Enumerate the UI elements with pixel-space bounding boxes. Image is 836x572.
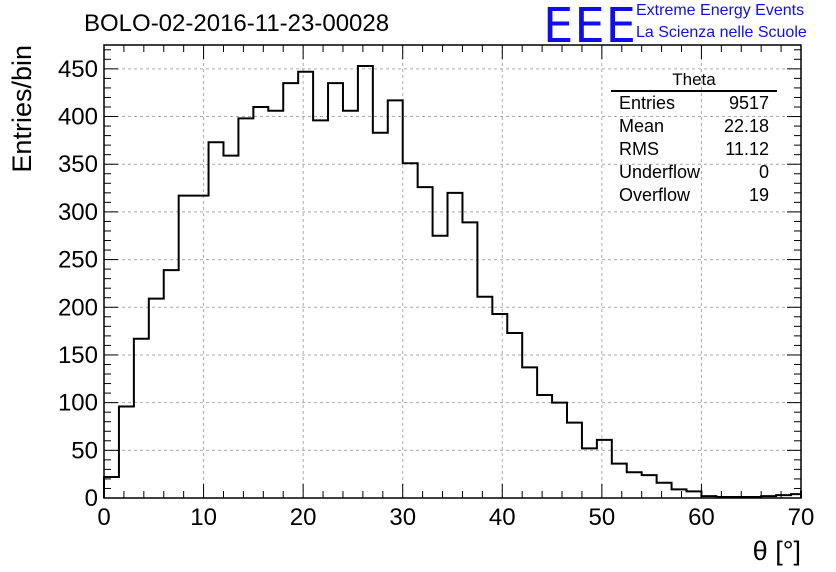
stats-value: 22.18 <box>723 116 769 136</box>
x-tick-label: 70 <box>788 504 815 531</box>
x-tick-label: 0 <box>97 504 110 531</box>
x-tick-label: 20 <box>290 504 317 531</box>
x-tick-label: 60 <box>688 504 715 531</box>
stats-label: Underflow <box>619 162 701 182</box>
stats-value: 9517 <box>728 93 769 113</box>
stats-row-entries: Entries 9517 <box>611 92 777 115</box>
histogram-series <box>103 64 802 499</box>
run-title: BOLO-02-2016-11-23-00028 <box>84 10 390 37</box>
stats-box: Theta Entries 9517 Mean 22.18 RMS 11.12 … <box>611 70 777 207</box>
stats-row-overflow: Overflow 19 <box>611 184 777 207</box>
logo-line-1: Extreme Energy Events <box>636 2 805 19</box>
logo-line-2: La Scienza nelle Scuole <box>636 24 807 41</box>
stats-label: Overflow <box>619 185 691 205</box>
y-axis-label: Entries/bin <box>7 45 37 173</box>
y-tick-label: 200 <box>58 294 98 321</box>
y-tick-label: 50 <box>71 437 98 464</box>
plot-frame <box>103 44 802 499</box>
x-tick-label: 30 <box>389 504 416 531</box>
y-tick-label: 450 <box>58 56 98 83</box>
stats-title: Theta <box>611 70 777 92</box>
stats-label: Entries <box>619 93 676 113</box>
stats-label: RMS <box>619 139 659 159</box>
x-tick-label: 50 <box>589 504 616 531</box>
stats-value: 11.12 <box>725 139 769 159</box>
x-tick-label: 40 <box>489 504 516 531</box>
y-tick-label: 0 <box>85 485 98 512</box>
stats-row-underflow: Underflow 0 <box>611 161 777 184</box>
stats-row-mean: Mean 22.18 <box>611 115 777 138</box>
x-tick-label: 10 <box>190 504 217 531</box>
x-axis-label: θ [°] <box>753 536 801 566</box>
stats-value: 19 <box>748 185 769 205</box>
stats-value: 0 <box>758 162 769 182</box>
y-tick-label: 350 <box>58 151 98 178</box>
y-tick-label: 400 <box>58 104 98 131</box>
stats-label: Mean <box>619 116 665 136</box>
stats-row-rms: RMS 11.12 <box>611 138 777 161</box>
y-tick-label: 300 <box>58 199 98 226</box>
y-tick-label: 250 <box>58 247 98 274</box>
y-tick-label: 100 <box>58 390 98 417</box>
y-tick-label: 150 <box>58 342 98 369</box>
eee-logo: EEE <box>543 0 637 54</box>
